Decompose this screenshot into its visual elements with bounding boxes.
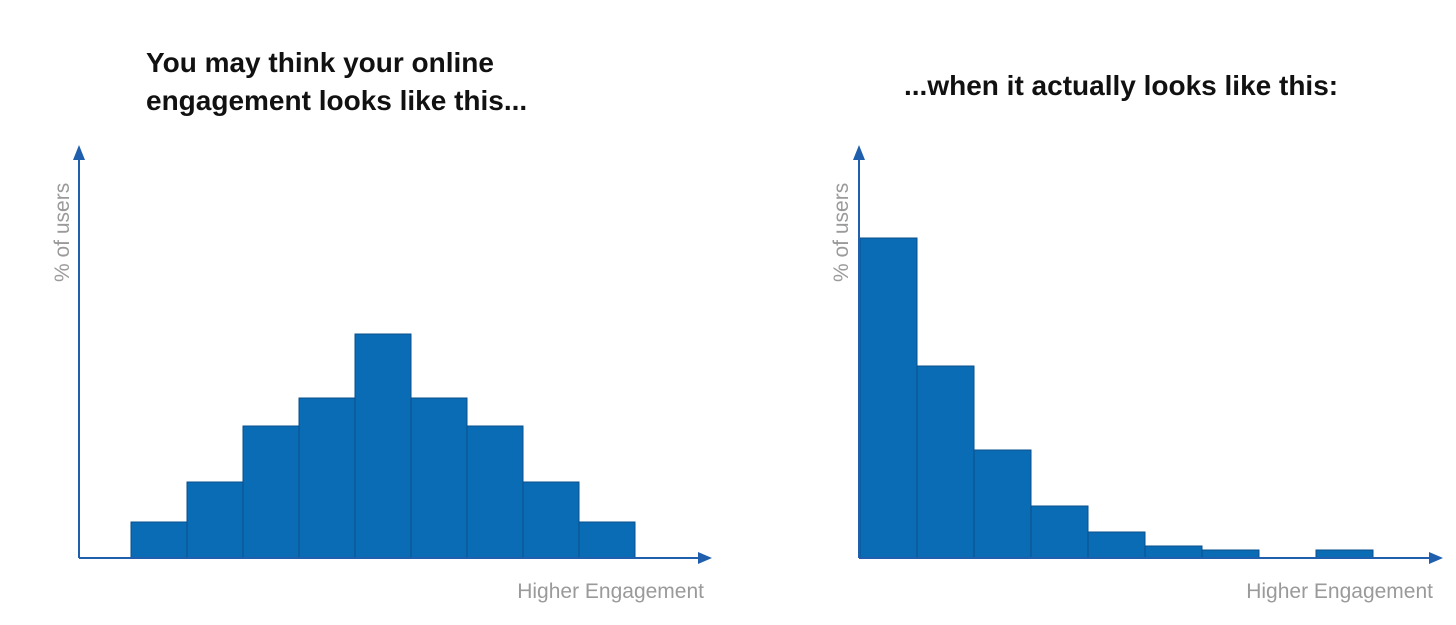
histogram-bar (578, 521, 636, 559)
histogram-bar (1087, 531, 1146, 559)
y-axis-label: % of users (51, 183, 74, 282)
histogram-bar (973, 449, 1032, 559)
y-axis-label: % of users (830, 183, 853, 282)
histogram-bar (916, 365, 975, 559)
x-axis-label: Higher Engagement (517, 580, 704, 603)
right-chart-title: ...when it actually looks like this: (904, 70, 1339, 101)
x-axis-arrow (1429, 552, 1443, 564)
histogram-bar (1144, 545, 1203, 559)
left-histogram: % of users Higher Engagement (51, 145, 712, 603)
histogram-bar (1201, 549, 1260, 559)
y-axis-arrow (73, 145, 85, 160)
histogram-bar (410, 397, 468, 559)
left-bars (130, 333, 636, 559)
histogram-bar (466, 425, 524, 559)
histogram-bar (1030, 505, 1089, 559)
x-axis-arrow (698, 552, 712, 564)
histogram-bar (859, 237, 918, 559)
x-axis-label: Higher Engagement (1246, 580, 1433, 603)
y-axis-arrow (853, 145, 865, 160)
right-bars (859, 237, 1374, 559)
left-chart-title: You may think your online engagement loo… (146, 47, 528, 116)
histogram-bar (1315, 549, 1374, 559)
histogram-bar (522, 481, 580, 559)
